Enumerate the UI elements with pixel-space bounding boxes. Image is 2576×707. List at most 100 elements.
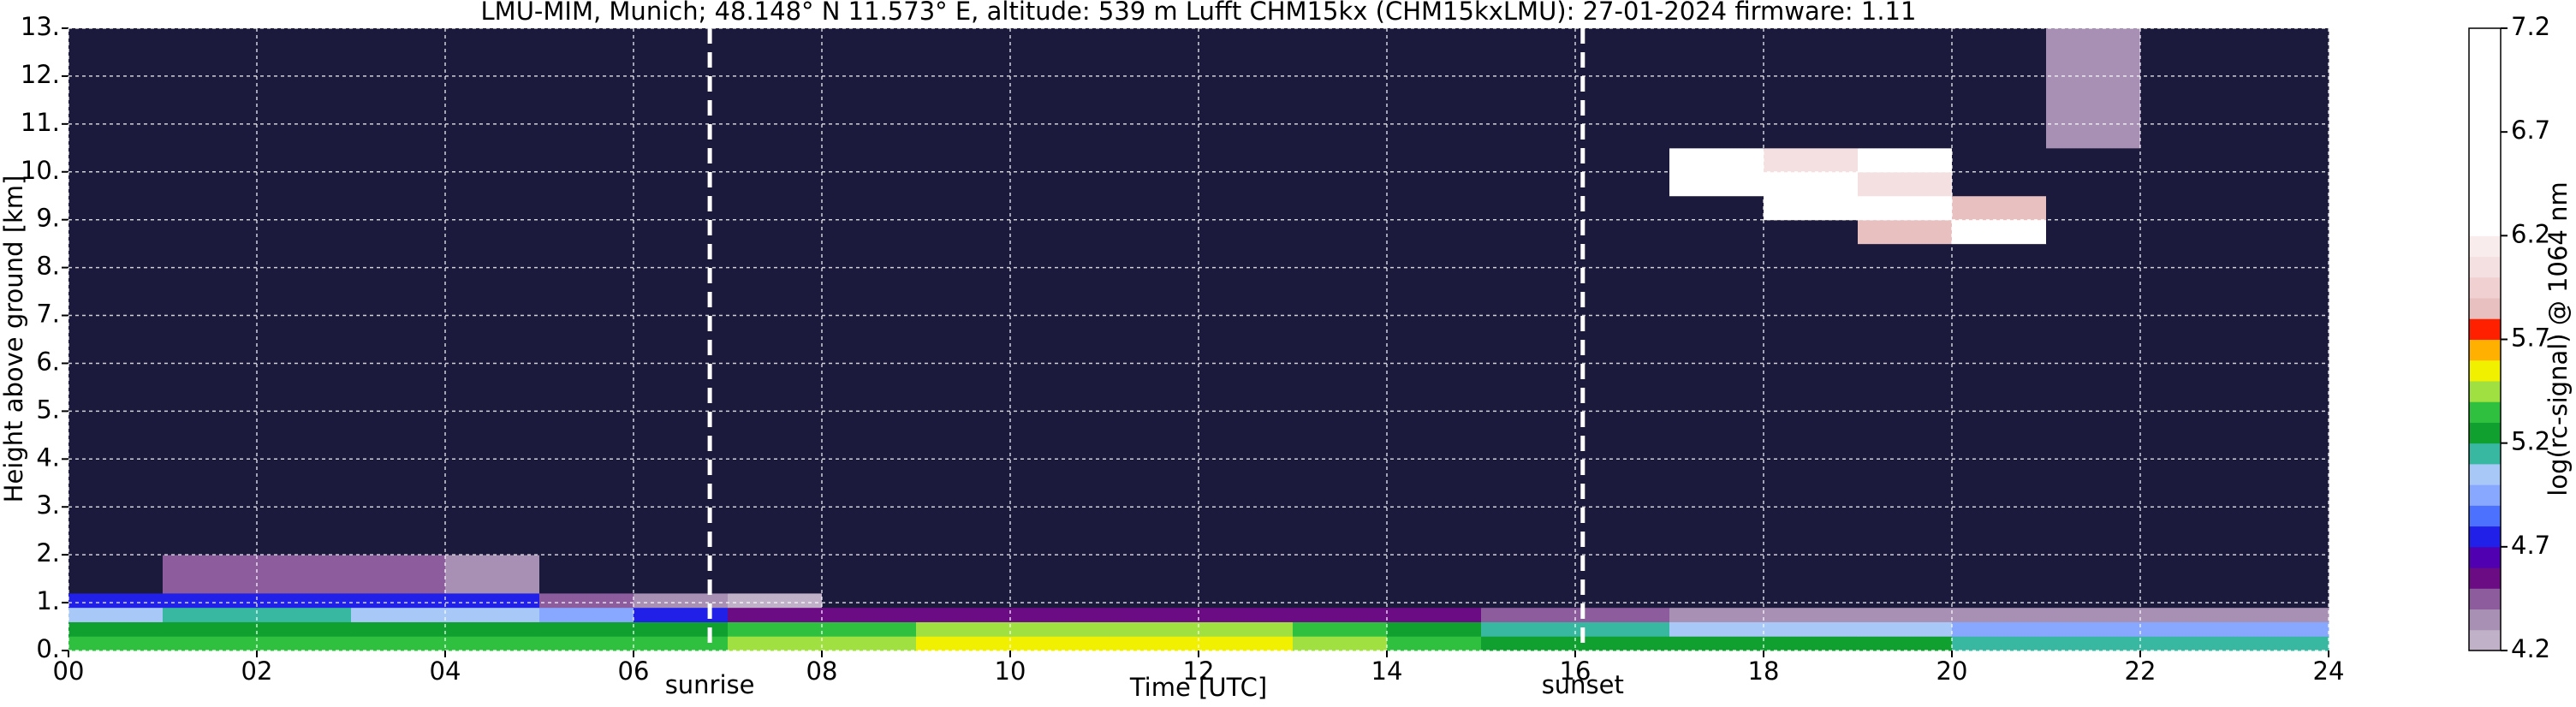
- colorbar-segment: [2469, 235, 2501, 258]
- heatmap-cell: [1764, 607, 1859, 622]
- heatmap-cell: [1575, 592, 1670, 609]
- heatmap-cell: [351, 171, 446, 197]
- heatmap-cell: [2234, 621, 2329, 637]
- colorbar-tick-label: 4.7: [2511, 531, 2550, 560]
- colorbar-segment: [2469, 276, 2501, 299]
- colorbar-segment: [2469, 256, 2501, 278]
- heatmap-cell: [351, 243, 446, 556]
- heatmap-cell: [1199, 147, 1294, 173]
- colorbar-segment: [2469, 339, 2501, 361]
- heatmap-cell: [1575, 243, 1670, 556]
- heatmap-cell: [445, 171, 540, 197]
- colorbar-segment: [2469, 505, 2501, 527]
- heatmap-cell: [1387, 171, 1482, 197]
- heatmap-cell: [1010, 592, 1105, 609]
- heatmap-cell: [1104, 621, 1199, 637]
- colorbar-segment: [2469, 401, 2501, 423]
- heatmap-cell: [257, 219, 352, 245]
- heatmap-cell: [1104, 243, 1199, 556]
- heatmap-cell: [68, 607, 164, 622]
- heatmap-cell: [1010, 636, 1105, 651]
- heatmap-cell: [728, 555, 823, 594]
- colorbar-segment: [2469, 609, 2501, 631]
- heatmap-cell: [257, 28, 352, 149]
- colorbar-segment: [2469, 318, 2501, 340]
- heatmap-cell: [539, 555, 634, 594]
- heatmap-cell: [822, 219, 917, 245]
- heatmap-cell: [445, 621, 540, 637]
- heatmap-cell: [916, 171, 1011, 197]
- heatmap-cell: [1010, 621, 1105, 637]
- heatmap-cell: [2234, 592, 2329, 609]
- heatmap-cell: [822, 28, 917, 149]
- colorbar-tick-label: 4.2: [2511, 634, 2550, 663]
- heatmap-cell: [2234, 243, 2329, 556]
- heatmap-cell: [163, 636, 258, 651]
- heatmap-cell: [1387, 219, 1482, 245]
- heatmap-cell: [1669, 555, 1764, 594]
- heatmap-cell: [257, 592, 352, 609]
- heatmap-cell: [2046, 555, 2141, 594]
- colorbar-segment: [2469, 298, 2501, 319]
- heatmap-cell: [916, 555, 1011, 594]
- heatmap-cell: [1575, 147, 1670, 173]
- heatmap-cell: [68, 636, 164, 651]
- heatmap-cell: [351, 636, 446, 651]
- heatmap-cell: [2046, 636, 2141, 651]
- heatmap-cell: [1104, 555, 1199, 594]
- heatmap-cell: [1199, 243, 1294, 556]
- heatmap-cell: [1387, 621, 1482, 637]
- heatmap-cell: [1010, 28, 1105, 149]
- y-tick-label: 0.: [36, 634, 60, 663]
- heatmap-cell: [2140, 219, 2235, 245]
- heatmap-cell: [1764, 219, 1859, 245]
- heatmap-cell: [1481, 592, 1576, 609]
- heatmap-cell: [1010, 607, 1105, 622]
- heatmap-cell: [445, 636, 540, 651]
- colorbar-segment: [2469, 443, 2501, 465]
- heatmap-cell: [1575, 607, 1670, 622]
- colorbar-segment: [2469, 567, 2501, 589]
- heatmap-cell: [2140, 243, 2235, 556]
- y-tick-label: 10.: [21, 156, 60, 185]
- heatmap-cell: [822, 147, 917, 173]
- heatmap-cell: [2140, 592, 2235, 609]
- heatmap-cell: [916, 592, 1011, 609]
- heatmap-cell: [1858, 147, 1953, 173]
- colorbar-segment: [2469, 588, 2501, 610]
- heatmap-cell: [728, 171, 823, 197]
- heatmap-cell: [445, 195, 540, 221]
- heatmap-cell: [257, 607, 352, 622]
- heatmap-cell: [68, 555, 164, 594]
- heatmap-cell: [1575, 555, 1670, 594]
- heatmap-cell: [1104, 171, 1199, 197]
- y-tick-label: 2.: [36, 538, 60, 567]
- heatmap-cell: [1481, 171, 1576, 197]
- y-tick-label: 9.: [36, 204, 60, 233]
- heatmap-cell: [351, 607, 446, 622]
- heatmap-cell: [1199, 636, 1294, 651]
- colorbar-segment: [2469, 484, 2501, 506]
- heatmap-cell: [2046, 171, 2141, 197]
- heatmap-cell: [539, 592, 634, 609]
- colorbar-segment: [2469, 546, 2501, 568]
- heatmap-cell: [539, 607, 634, 622]
- heatmap-cell: [1669, 171, 1764, 197]
- heatmap-cell: [822, 607, 917, 622]
- colorbar-label: log(rc-signal) @ 1064 nm: [2543, 181, 2573, 496]
- heatmap-cell: [163, 195, 258, 221]
- heatmap-cell: [2046, 621, 2141, 637]
- heatmap-cell: [1952, 607, 2047, 622]
- heatmap-cell: [1387, 607, 1482, 622]
- heatmap-cell: [1858, 243, 1953, 556]
- heatmap-cell: [1293, 147, 1388, 173]
- heatmap-cell: [1858, 592, 1953, 609]
- heatmap-cell: [728, 621, 823, 637]
- heatmap-cell: [728, 592, 823, 609]
- heatmap-cell: [1952, 28, 2047, 149]
- heatmap-cell: [445, 555, 540, 594]
- heatmap-cell: [1575, 636, 1670, 651]
- heatmap-cell: [1481, 636, 1576, 651]
- heatmap-cell: [2140, 555, 2235, 594]
